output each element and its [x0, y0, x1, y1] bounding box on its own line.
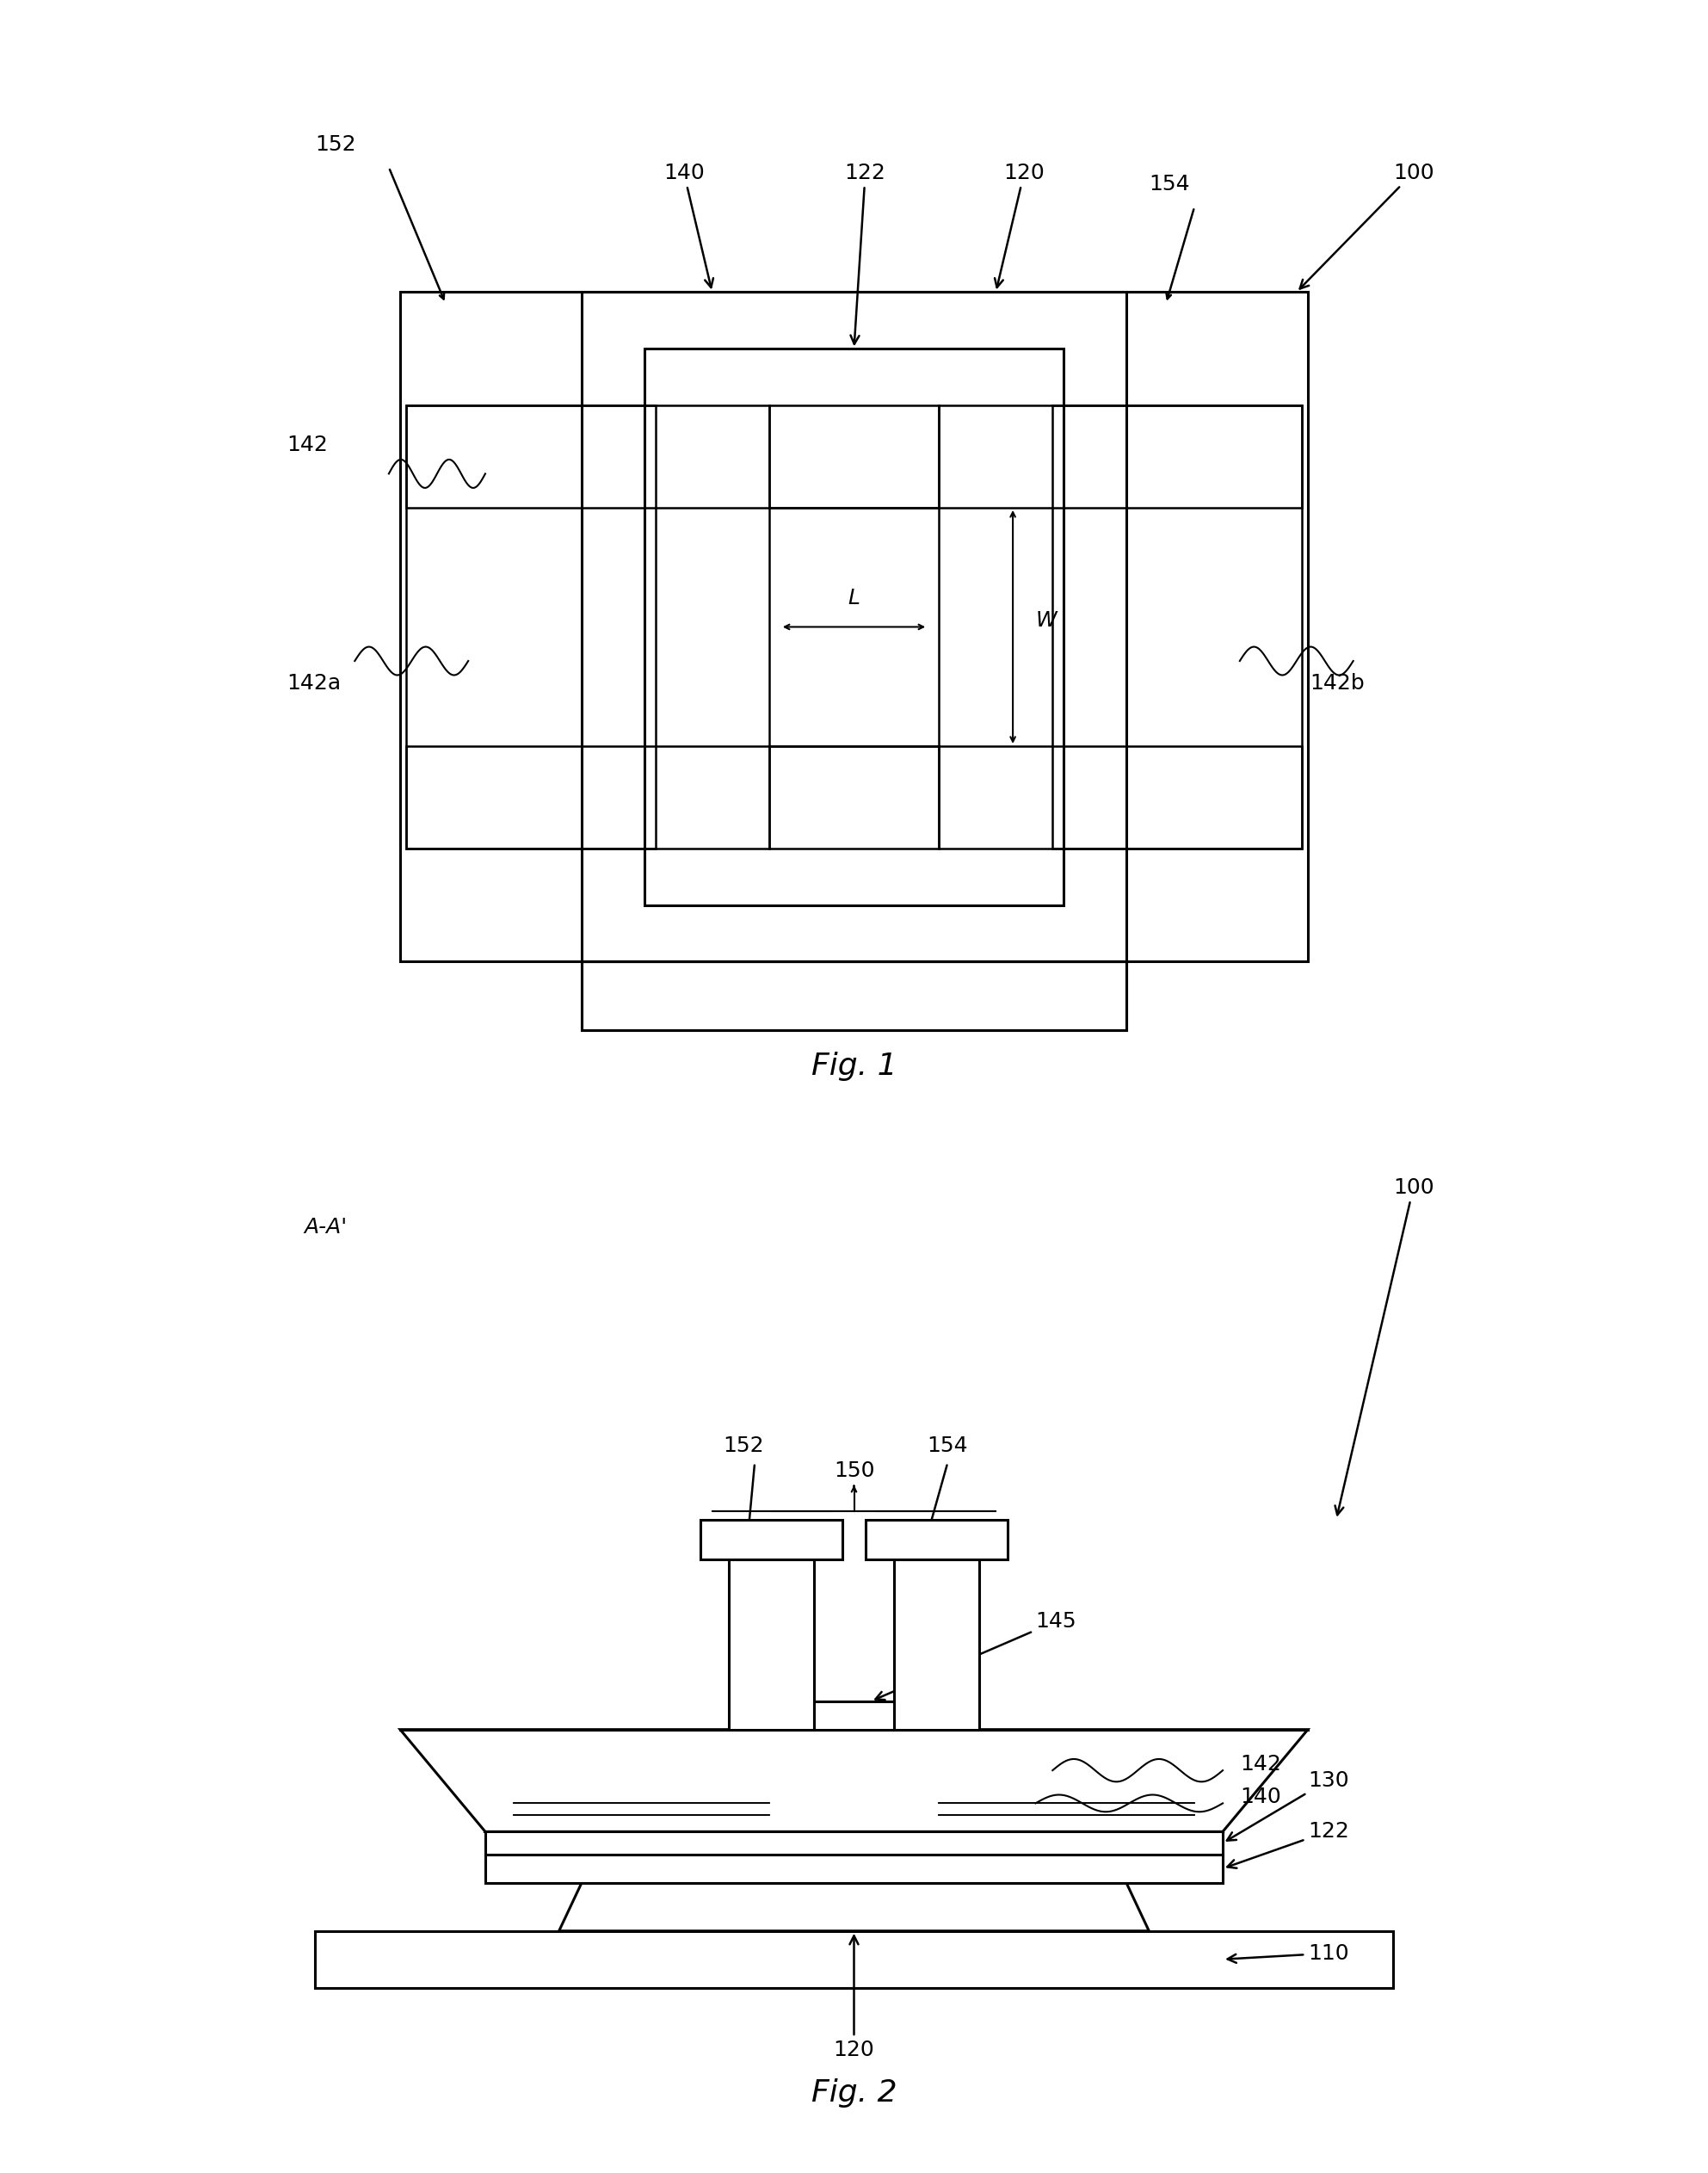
Bar	[939, 745, 1308, 847]
Text: 142: 142	[287, 435, 328, 456]
Bar	[815, 1701, 893, 1730]
Bar	[582, 291, 1126, 963]
Bar	[656, 508, 1052, 745]
Bar	[407, 406, 656, 847]
Bar	[400, 291, 1308, 963]
Bar	[939, 406, 1308, 508]
Bar	[400, 406, 769, 508]
Text: 122: 122	[1228, 1821, 1349, 1869]
Bar	[407, 406, 769, 508]
Text: Fig. 1: Fig. 1	[811, 1052, 897, 1082]
Text: 100: 100	[1300, 163, 1435, 289]
Bar	[769, 745, 939, 847]
Bar	[700, 1519, 842, 1560]
Text: 140: 140	[663, 163, 714, 287]
Text: 120: 120	[994, 163, 1045, 287]
Text: A': A'	[1056, 417, 1103, 480]
Text: Fig. 2: Fig. 2	[811, 2077, 897, 2108]
Bar	[582, 963, 1126, 1030]
Bar	[400, 745, 769, 847]
Bar	[1052, 406, 1301, 847]
Bar	[485, 1832, 1223, 1854]
Bar	[893, 1560, 979, 1730]
Text: 122: 122	[845, 163, 886, 343]
Bar	[400, 406, 656, 847]
Bar	[656, 847, 1052, 963]
Bar	[407, 745, 769, 847]
Bar	[314, 1932, 1394, 1988]
Bar	[769, 406, 939, 508]
Text: 142: 142	[1240, 1754, 1281, 1775]
Text: 152: 152	[722, 1434, 763, 1456]
Text: 152: 152	[314, 135, 355, 154]
Bar	[769, 508, 939, 745]
Bar	[656, 406, 1052, 508]
Bar	[939, 745, 1301, 847]
Bar	[939, 406, 1301, 508]
Polygon shape	[559, 1882, 1149, 1932]
Text: W: W	[1035, 611, 1057, 630]
Bar	[729, 1560, 815, 1730]
Text: 100: 100	[1336, 1178, 1435, 1515]
Bar	[1052, 406, 1308, 847]
Text: 130: 130	[1226, 1771, 1349, 1841]
Polygon shape	[400, 1730, 1308, 1832]
Bar	[644, 350, 1064, 904]
Bar	[485, 1854, 1223, 1882]
Text: 154: 154	[927, 1434, 968, 1456]
Text: 154: 154	[1149, 174, 1190, 193]
Text: 150: 150	[834, 1460, 874, 1482]
Text: 120: 120	[834, 1936, 874, 2060]
Text: A-A': A-A'	[304, 1217, 347, 1236]
Bar	[656, 291, 1052, 406]
Polygon shape	[939, 1775, 1223, 1832]
Text: 110: 110	[1228, 1943, 1349, 1964]
Bar	[656, 745, 1052, 847]
Bar	[582, 963, 1126, 1030]
Text: L: L	[849, 589, 859, 608]
Bar	[866, 1519, 1008, 1560]
Text: 145: 145	[876, 1610, 1076, 1699]
Polygon shape	[485, 1775, 769, 1832]
Text: 142a: 142a	[287, 674, 342, 693]
Text: 142b: 142b	[1310, 674, 1365, 693]
Text: 140: 140	[1240, 1786, 1281, 1808]
Bar	[490, 1732, 1218, 1830]
Bar	[400, 291, 1308, 963]
Text: A: A	[591, 417, 652, 482]
